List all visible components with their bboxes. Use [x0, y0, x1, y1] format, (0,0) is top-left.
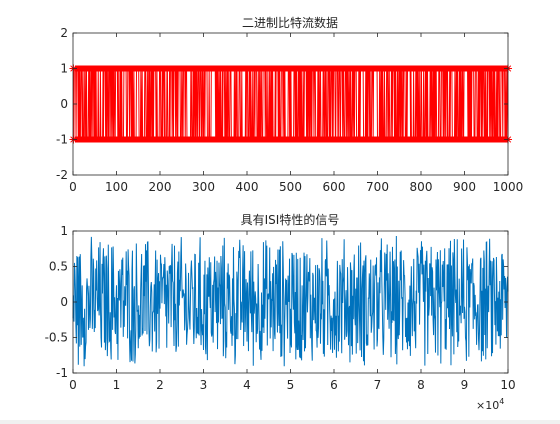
marker-band — [75, 65, 508, 72]
y-tick-label: 1 — [60, 224, 68, 238]
x-tick-label: 700 — [366, 180, 389, 194]
x-tick-label: 0 — [69, 180, 77, 194]
x-tick-label: 5 — [287, 378, 295, 392]
x-tick-label: 1 — [113, 378, 121, 392]
x-tick-label: 900 — [453, 180, 476, 194]
y-tick-label: -0.5 — [45, 331, 68, 345]
marker-band — [75, 136, 508, 143]
x-ticks: 0 1 2 3 4 5 6 7 8 9 10 — [69, 231, 516, 392]
y-tick-label: -1 — [56, 366, 68, 380]
y-tick-label: -2 — [56, 168, 68, 182]
x-exponent-label: ×104 — [476, 397, 504, 412]
x-tick-label: 3 — [200, 378, 208, 392]
x-tick-label: 500 — [279, 180, 302, 194]
data-area — [72, 236, 509, 367]
y-tick-label: 1 — [60, 62, 68, 76]
y-tick-label: 0.5 — [49, 260, 68, 274]
x-tick-label: 200 — [149, 180, 172, 194]
x-ticks: 0 100 200 300 400 500 600 700 800 900 1000 — [69, 33, 523, 194]
x-tick-label: 300 — [192, 180, 215, 194]
y-tick-label: 0 — [60, 97, 68, 111]
chart-title: 二进制比特流数据 — [242, 15, 338, 30]
y-tick-label: 2 — [60, 26, 68, 40]
series-line — [72, 236, 509, 367]
axes-isi-signal: 具有ISI特性的信号 0 1 2 3 4 5 6 7 8 9 10 -1 -0.5 0 0.5 1 ×104 — [45, 212, 516, 412]
x-tick-label: 7 — [374, 378, 382, 392]
x-tick-label: 6 — [330, 378, 338, 392]
x-tick-label: 800 — [410, 180, 433, 194]
axes-binary-bitstream: 二进制比特流数据 0 100 200 300 400 500 600 700 800 900 100… — [56, 15, 523, 194]
x-tick-label: 0 — [69, 378, 77, 392]
data-area — [69, 64, 512, 144]
x-tick-label: 1000 — [493, 180, 524, 194]
chart-title: 具有ISI特性的信号 — [241, 212, 340, 227]
x-tick-label: 10 — [500, 378, 515, 392]
x-tick-label: 4 — [243, 378, 251, 392]
series-line — [72, 68, 509, 140]
x-tick-label: 8 — [417, 378, 425, 392]
x-tick-label: 9 — [461, 378, 469, 392]
x-tick-label: 600 — [323, 180, 346, 194]
y-ticks: -2 -1 0 1 2 — [56, 26, 508, 182]
y-tick-label: 0 — [60, 295, 68, 309]
x-tick-label: 100 — [105, 180, 128, 194]
x-tick-label: 400 — [236, 180, 259, 194]
x-tick-label: 2 — [156, 378, 164, 392]
y-ticks: -1 -0.5 0 0.5 1 — [45, 224, 508, 380]
y-tick-label: -1 — [56, 133, 68, 147]
